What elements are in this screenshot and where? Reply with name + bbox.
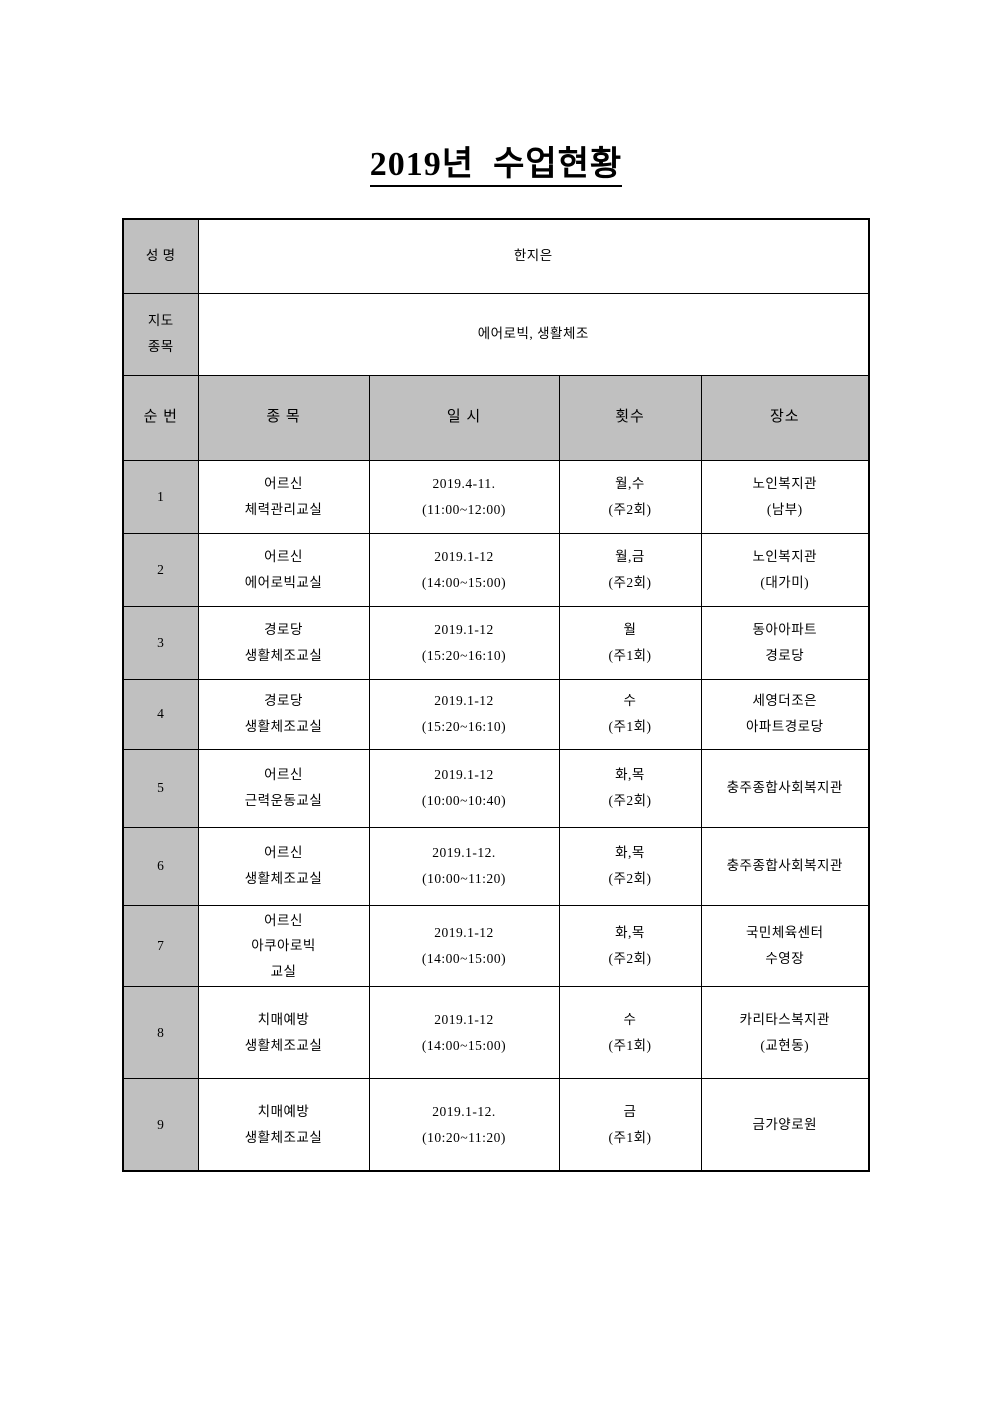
place-cell: 노인복지관 (남부) <box>700 459 870 534</box>
name-value-cell: 한지은 <box>197 218 870 294</box>
table-row: 4 경로당 생활체조교실 2019.1-12 (15:20~16:10) 수 (주1회… <box>122 678 870 750</box>
row-number-cell: 6 <box>122 826 199 906</box>
date-cell: 2019.1-12. (10:20~11:20) <box>368 1078 560 1172</box>
place-cell: 노인복지관 (대가미) <box>700 532 870 607</box>
class-status-table: 성 명 한지은 지도 종목 에어로빅, 생활체조 순 번 종 목 일 시 횟수 … <box>122 218 871 1172</box>
date-cell: 2019.1-12 (15:20~16:10) <box>368 605 560 680</box>
table-row: 1 어르신 체력관리교실 2019.4-11. (11:00~12:00) 월,수 (… <box>122 459 870 534</box>
date-cell: 2019.1-12 (14:00~15:00) <box>368 532 560 607</box>
header-cell-subject: 종 목 <box>197 374 370 461</box>
subject-cell: 경로당 생활체조교실 <box>197 678 370 750</box>
count-cell: 수 (주1회) <box>558 678 702 750</box>
table-row: 7 어르신 아쿠아로빅 교실 2019.1-12 (14:00~15:00) 화,목 … <box>122 904 870 988</box>
subject-cell: 어르신 생활체조교실 <box>197 826 370 906</box>
table-row: 2 어르신 에어로빅교실 2019.1-12 (14:00~15:00) 월,금 (주… <box>122 532 870 607</box>
place-cell: 충주종합사회복지관 <box>700 826 870 906</box>
page-title-text: 2019년 수업현황 <box>369 146 623 187</box>
table-row: 9 치매예방 생활체조교실 2019.1-12. (10:20~11:20) 금 (주… <box>122 1078 870 1172</box>
date-cell: 2019.1-12. (10:00~11:20) <box>368 826 560 906</box>
count-cell: 월,금 (주2회) <box>558 532 702 607</box>
place-cell: 국민체육센터 수영장 <box>700 904 870 988</box>
date-cell: 2019.1-12 (14:00~15:00) <box>368 986 560 1080</box>
row-number-cell: 4 <box>122 678 199 750</box>
header-cell-date: 일 시 <box>368 374 560 461</box>
name-row: 성 명 한지은 <box>122 218 870 294</box>
header-cell-count: 횟수 <box>558 374 702 461</box>
place-cell: 동아아파트 경로당 <box>700 605 870 680</box>
table-row: 8 치매예방 생활체조교실 2019.1-12 (14:00~15:00) 수 (주1… <box>122 986 870 1080</box>
row-number-cell: 8 <box>122 986 199 1080</box>
row-number-cell: 9 <box>122 1078 199 1172</box>
row-number-cell: 7 <box>122 904 199 988</box>
place-cell: 금가양로원 <box>700 1078 870 1172</box>
subject-row: 지도 종목 에어로빅, 생활체조 <box>122 292 870 376</box>
name-label-cell: 성 명 <box>122 218 199 294</box>
place-cell: 카리타스복지관 (교현동) <box>700 986 870 1080</box>
subject-cell: 치매예방 생활체조교실 <box>197 986 370 1080</box>
row-number-cell: 2 <box>122 532 199 607</box>
count-cell: 금 (주1회) <box>558 1078 702 1172</box>
date-cell: 2019.1-12 (10:00~10:40) <box>368 748 560 828</box>
row-number-cell: 3 <box>122 605 199 680</box>
table-row: 3 경로당 생활체조교실 2019.1-12 (15:20~16:10) 월 (주1회… <box>122 605 870 680</box>
count-cell: 화,목 (주2회) <box>558 904 702 988</box>
subject-cell: 치매예방 생활체조교실 <box>197 1078 370 1172</box>
subject-cell: 어르신 근력운동교실 <box>197 748 370 828</box>
subject-label-cell: 지도 종목 <box>122 292 199 376</box>
date-cell: 2019.1-12 (15:20~16:10) <box>368 678 560 750</box>
subject-cell: 어르신 체력관리교실 <box>197 459 370 534</box>
subject-cell: 어르신 에어로빅교실 <box>197 532 370 607</box>
subject-cell: 어르신 아쿠아로빅 교실 <box>197 904 370 988</box>
count-cell: 월 (주1회) <box>558 605 702 680</box>
header-cell-place: 장소 <box>700 374 870 461</box>
table-row: 5 어르신 근력운동교실 2019.1-12 (10:00~10:40) 화,목 (주… <box>122 748 870 828</box>
date-cell: 2019.4-11. (11:00~12:00) <box>368 459 560 534</box>
count-cell: 월,수 (주2회) <box>558 459 702 534</box>
subject-value-cell: 에어로빅, 생활체조 <box>197 292 870 376</box>
date-cell: 2019.1-12 (14:00~15:00) <box>368 904 560 988</box>
row-number-cell: 5 <box>122 748 199 828</box>
count-cell: 화,목 (주2회) <box>558 826 702 906</box>
place-cell: 충주종합사회복지관 <box>700 748 870 828</box>
header-cell-number: 순 번 <box>122 374 199 461</box>
row-number-cell: 1 <box>122 459 199 534</box>
table-row: 6 어르신 생활체조교실 2019.1-12. (10:00~11:20) 화,목 (… <box>122 826 870 906</box>
table-header-row: 순 번 종 목 일 시 횟수 장소 <box>122 374 870 461</box>
page-title: 2019년 수업현황 <box>0 136 992 187</box>
count-cell: 수 (주1회) <box>558 986 702 1080</box>
subject-cell: 경로당 생활체조교실 <box>197 605 370 680</box>
count-cell: 화,목 (주2회) <box>558 748 702 828</box>
place-cell: 세영더조은 아파트경로당 <box>700 678 870 750</box>
